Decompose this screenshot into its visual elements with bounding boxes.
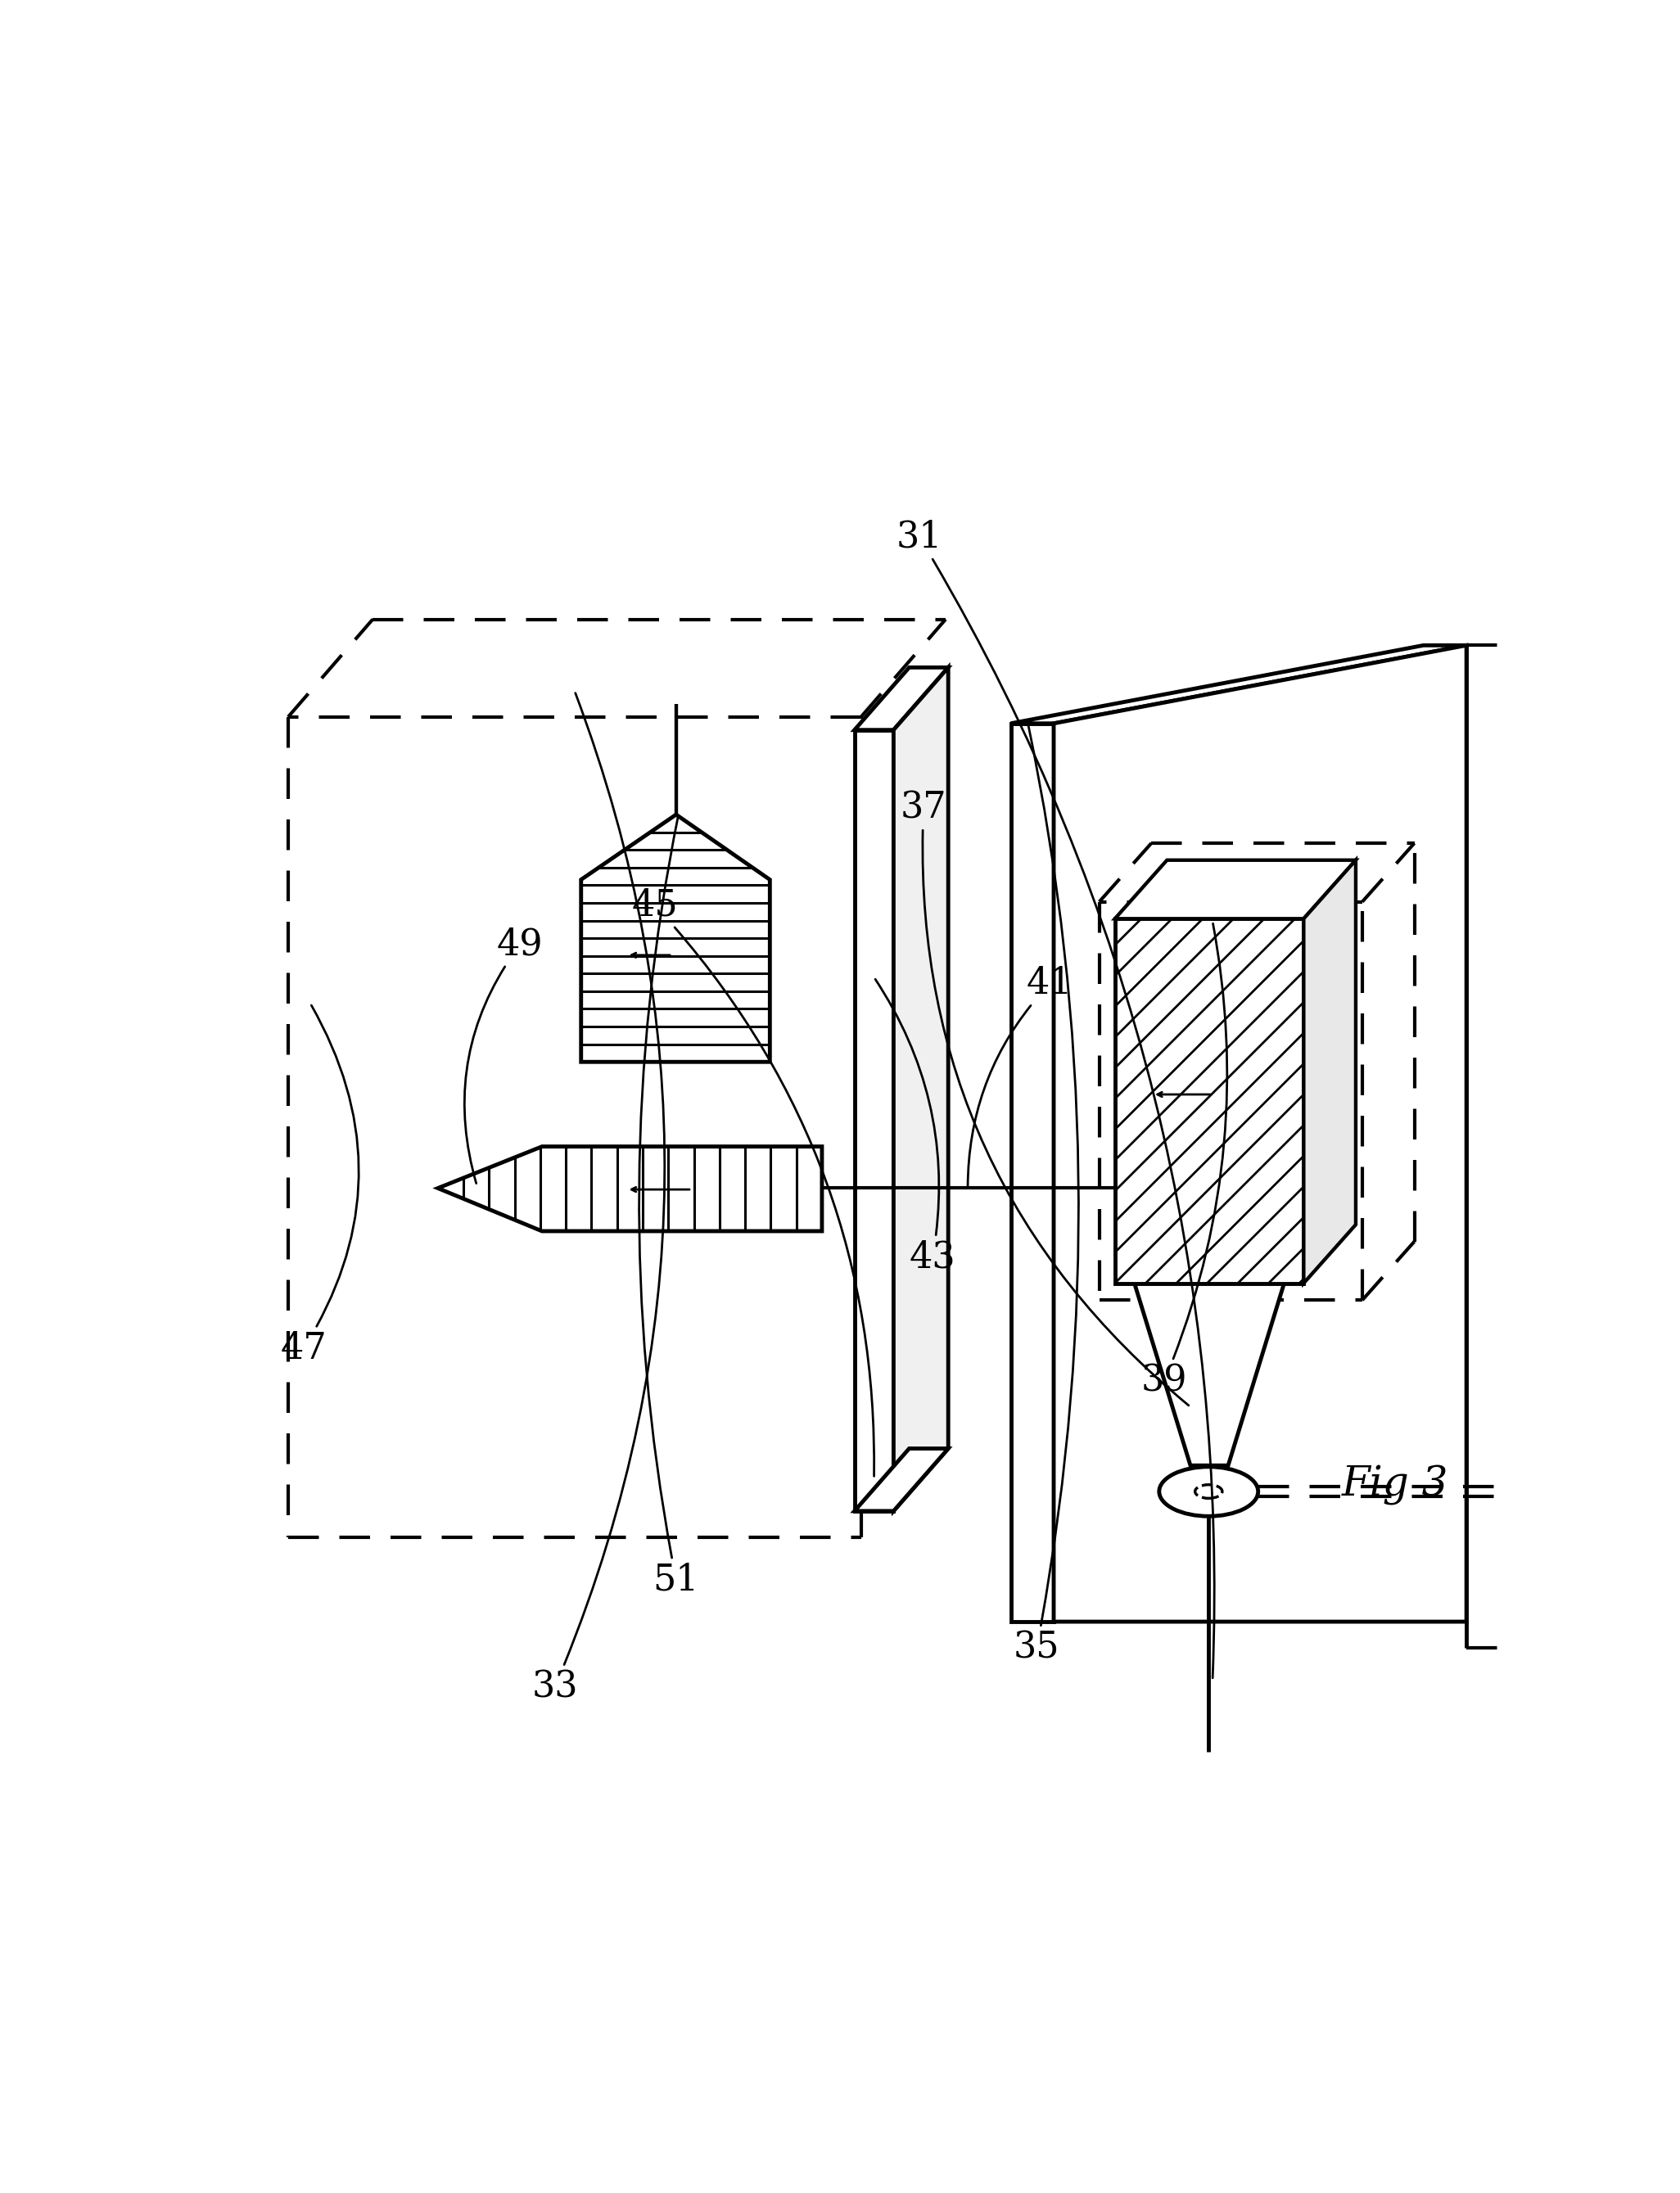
Polygon shape	[855, 1450, 948, 1511]
Text: 39: 39	[1141, 923, 1226, 1399]
Polygon shape	[438, 1147, 822, 1230]
Text: 51: 51	[638, 816, 699, 1599]
Text: 45: 45	[632, 888, 874, 1476]
Text: 49: 49	[464, 928, 543, 1184]
Polygon shape	[1304, 860, 1356, 1283]
Polygon shape	[1134, 1283, 1284, 1465]
Ellipse shape	[1159, 1467, 1258, 1515]
Text: 41: 41	[968, 967, 1074, 1186]
Polygon shape	[1053, 645, 1467, 1621]
Polygon shape	[894, 667, 948, 1511]
Polygon shape	[1116, 860, 1356, 919]
Polygon shape	[855, 667, 948, 730]
Text: 35: 35	[1013, 724, 1079, 1664]
Polygon shape	[1116, 919, 1304, 1283]
Text: 33: 33	[533, 693, 665, 1704]
Text: 37: 37	[900, 789, 1189, 1406]
Polygon shape	[1011, 645, 1467, 724]
Polygon shape	[1011, 724, 1053, 1621]
Text: 31: 31	[897, 520, 1215, 1678]
Text: 43: 43	[875, 980, 956, 1274]
Text: Fig 3: Fig 3	[1341, 1465, 1448, 1504]
Polygon shape	[581, 814, 769, 1061]
Ellipse shape	[1194, 1485, 1223, 1498]
Text: 47: 47	[281, 1004, 360, 1366]
Polygon shape	[855, 730, 894, 1511]
